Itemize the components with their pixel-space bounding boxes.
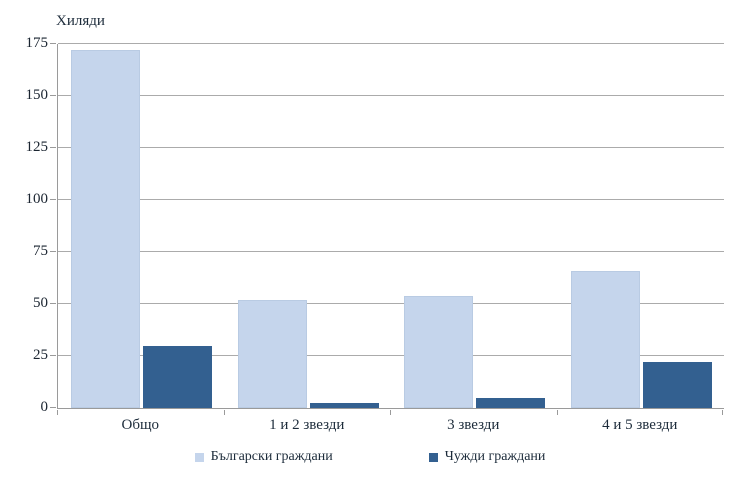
gridline-y-175 bbox=[58, 43, 724, 45]
bar-foreign-2 bbox=[476, 397, 545, 408]
y-tick-label: 100 bbox=[25, 191, 49, 207]
legend-marker-icon bbox=[428, 452, 438, 462]
gridline-y-150 bbox=[58, 95, 724, 97]
bar-foreign-3 bbox=[642, 362, 712, 408]
gridline-y-25 bbox=[58, 355, 724, 357]
x-axis-label-1: 1 и 2 звезди bbox=[269, 417, 345, 433]
y-tick-mark bbox=[50, 199, 56, 201]
plot-area bbox=[57, 43, 724, 409]
bar-bulgarian-0 bbox=[71, 50, 140, 408]
y-tick-mark bbox=[50, 251, 56, 253]
legend-marker-icon bbox=[194, 452, 204, 462]
y-tick-mark bbox=[50, 303, 56, 305]
gridline-y-100 bbox=[58, 199, 724, 201]
y-tick-label: 175 bbox=[25, 35, 49, 51]
x-tick-mark bbox=[722, 409, 723, 415]
y-axis-title: Хиляди bbox=[56, 13, 105, 29]
legend-label: Чужди граждани bbox=[444, 449, 546, 464]
gridline-y-75 bbox=[58, 251, 724, 253]
y-tick-mark bbox=[50, 43, 56, 45]
y-tick-label: 25 bbox=[33, 347, 48, 363]
legend-label: Български граждани bbox=[210, 449, 333, 464]
y-tick-mark bbox=[50, 147, 56, 149]
bar-bulgarian-2 bbox=[404, 295, 473, 408]
bar-foreign-0 bbox=[143, 345, 212, 408]
bar-bulgarian-3 bbox=[570, 270, 640, 408]
y-tick-mark bbox=[50, 407, 56, 409]
x-tick-mark bbox=[390, 409, 391, 415]
y-tick-label: 0 bbox=[40, 399, 49, 415]
y-tick-label: 50 bbox=[33, 295, 48, 311]
x-tick-mark bbox=[223, 409, 225, 415]
legend-item-foreign: Чужди граждани bbox=[428, 449, 546, 465]
y-tick-label: 150 bbox=[25, 87, 49, 103]
legend-item-bulgarian: Български граждани bbox=[194, 449, 333, 465]
bar-foreign-1 bbox=[309, 402, 379, 408]
chart-legend: Български граждани Чужди граждани bbox=[0, 449, 740, 465]
y-tick-label: 75 bbox=[33, 243, 48, 259]
x-axis-label-0: Общо bbox=[121, 417, 159, 433]
gridline-y-50 bbox=[58, 303, 724, 305]
y-tick-mark bbox=[50, 355, 56, 357]
x-axis-label-2: 3 звезди bbox=[447, 417, 500, 433]
gridline-y-125 bbox=[58, 147, 724, 149]
x-axis-label-3: 4 и 5 звезди bbox=[602, 417, 678, 433]
x-tick-mark bbox=[556, 409, 558, 415]
y-tick-mark bbox=[50, 95, 56, 97]
y-tick-label: 125 bbox=[25, 139, 49, 155]
x-tick-mark bbox=[57, 409, 58, 415]
bar-bulgarian-1 bbox=[237, 299, 307, 408]
